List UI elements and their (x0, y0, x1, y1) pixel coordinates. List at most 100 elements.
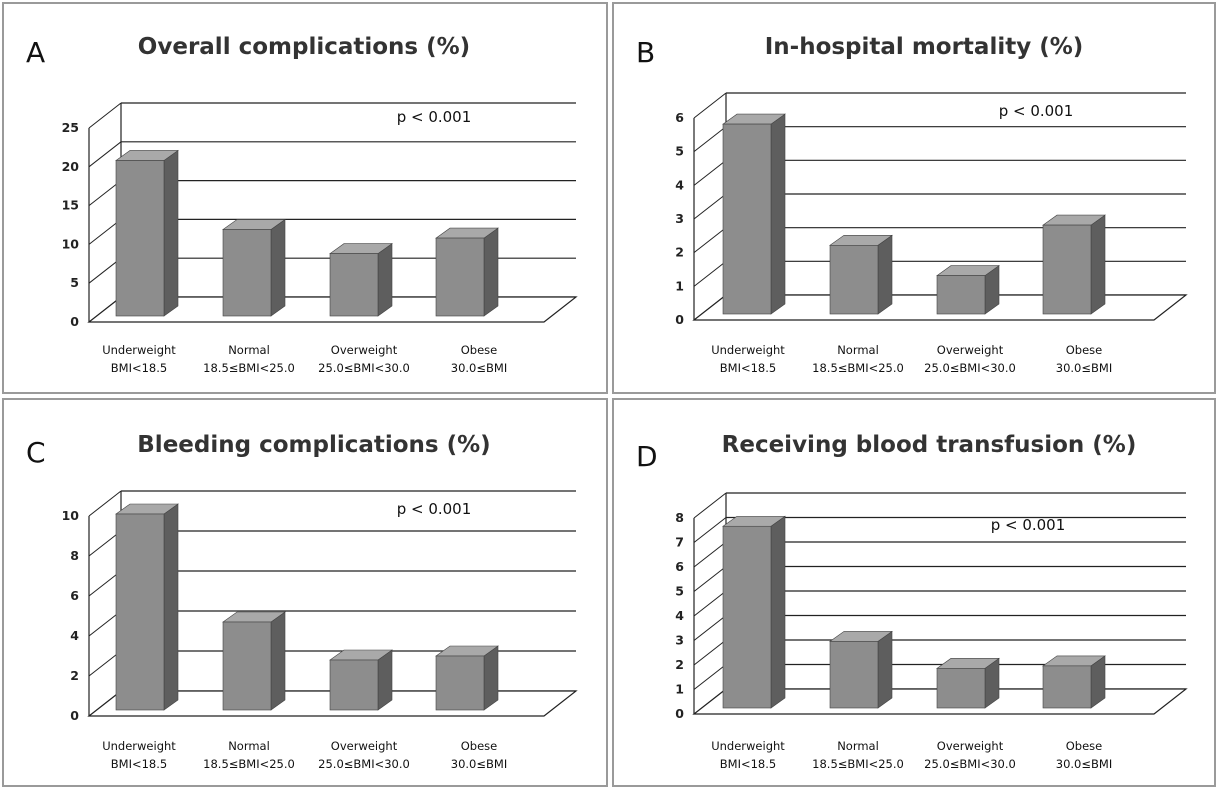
bar-side (377, 649, 393, 711)
gridline-connector (693, 664, 727, 690)
chart-title: Bleeding complications (%) (137, 432, 490, 458)
y-tick-label: 15 (62, 198, 79, 213)
gridline-connector (693, 260, 727, 287)
panel-letter: D (636, 440, 658, 473)
bar (222, 611, 286, 711)
x-tick-sublabel: 30.0≤BMI (451, 757, 507, 771)
bar (222, 218, 286, 317)
y-tick-label: 6 (70, 588, 79, 603)
p-value-annotation: p < 0.001 (991, 516, 1066, 534)
bar (722, 113, 786, 315)
bar-front (329, 659, 379, 711)
y-tick-label: 8 (70, 548, 79, 563)
plot-area: 0 1 2 3 4 5 6 Underweight BMI<18.5 Normal 18.5≤BMI… (675, 92, 1188, 375)
bar-front (435, 237, 485, 317)
y-tick-label: 1 (675, 682, 684, 697)
bar-front (329, 253, 379, 317)
x-tick-sublabel: BMI<18.5 (720, 361, 776, 375)
y-tick-label: 0 (675, 706, 684, 721)
y-tick-label: 7 (675, 535, 684, 550)
bar-front (829, 641, 879, 709)
x-tick-sublabel: 30.0≤BMI (1056, 757, 1112, 771)
y-tick-label: 10 (62, 236, 80, 251)
bar-side (163, 149, 179, 317)
x-tick-sublabel: BMI<18.5 (720, 757, 776, 771)
gridline-connector (693, 193, 727, 220)
bar-front (222, 229, 272, 317)
gridline-connector (88, 141, 122, 168)
bar (115, 149, 179, 317)
gridline-connector (88, 650, 122, 677)
bar-side (483, 227, 499, 317)
y-tick-label: 6 (675, 110, 684, 125)
bar (936, 265, 1000, 315)
x-tick-sublabel: 25.0≤BMI<30.0 (318, 757, 410, 771)
gridline-connector (693, 517, 727, 543)
bar-side (770, 515, 786, 709)
gridline-connector (693, 92, 727, 119)
bar-side (770, 113, 786, 315)
x-tick-sublabel: 18.5≤BMI<25.0 (203, 361, 295, 375)
bar (329, 649, 393, 711)
x-tick-label: Overweight (331, 739, 398, 753)
y-tick-label: 25 (62, 120, 79, 135)
gridline-connector (693, 126, 727, 153)
gridline-connector (693, 227, 727, 254)
gridline-connector (88, 219, 122, 245)
bar-side (163, 503, 179, 711)
bar-front (722, 525, 772, 709)
panel-letter: B (636, 36, 655, 69)
y-tick-label: 0 (70, 314, 79, 329)
chart-b-svg: B In-hospital mortality (%) 0 1 2 3 4 5 6 Under… (636, 34, 1188, 375)
gridline-connector (88, 102, 122, 129)
bar (329, 243, 393, 317)
chart-a-svg: A Overall complications (%) 0 5 10 15 20 25 Un… (26, 34, 578, 375)
chart-panel-c: C Bleeding complications (%) 0 2 4 6 8 10 Unde… (2, 398, 608, 787)
bar-front (1042, 224, 1092, 315)
bar (829, 234, 893, 315)
chart-d-svg: D Receiving blood transfusion (%) 0 1 2 3 4 5… (636, 432, 1188, 771)
x-tick-label: Normal (837, 739, 879, 753)
plot-area: 0 2 4 6 8 10 Underweight BMI<18.5 Normal 18.5≤BMI… (62, 490, 578, 771)
y-tick-label: 1 (675, 278, 684, 293)
y-tick-label: 8 (675, 510, 684, 525)
y-tick-label: 5 (675, 584, 684, 599)
x-tick-sublabel: 18.5≤BMI<25.0 (203, 757, 295, 771)
chart-title: In-hospital mortality (%) (765, 34, 1084, 60)
x-tick-sublabel: BMI<18.5 (111, 361, 167, 375)
x-tick-sublabel: 25.0≤BMI<30.0 (924, 361, 1016, 375)
bar (829, 630, 893, 709)
gridline-connector (693, 639, 727, 666)
bar-side (270, 218, 286, 317)
bar-front (115, 513, 165, 711)
bar-front (222, 621, 272, 711)
y-tick-label: 10 (62, 508, 80, 523)
x-tick-label: Obese (1066, 343, 1103, 357)
p-value-annotation: p < 0.001 (397, 500, 472, 518)
gridline-connector (693, 566, 727, 592)
y-tick-label: 5 (675, 144, 684, 159)
x-tick-sublabel: 30.0≤BMI (1056, 361, 1112, 375)
x-tick-label: Underweight (102, 343, 176, 357)
chart-title: Overall complications (%) (138, 34, 470, 60)
y-tick-label: 3 (675, 211, 684, 226)
x-tick-label: Overweight (331, 343, 398, 357)
y-tick-label: 4 (675, 608, 684, 623)
x-tick-label: Underweight (711, 343, 785, 357)
x-tick-sublabel: 18.5≤BMI<25.0 (812, 757, 904, 771)
gridline-connector (693, 615, 727, 641)
y-tick-label: 2 (675, 245, 684, 260)
bar (936, 657, 1000, 709)
x-tick-label: Normal (228, 739, 270, 753)
x-tick-sublabel: BMI<18.5 (111, 757, 167, 771)
plot-area: 0 1 2 3 4 5 6 7 8 Underweight BMI<18.5 Normal 18.5≤B… (675, 492, 1188, 771)
chart-c-svg: C Bleeding complications (%) 0 2 4 6 8 10 Unde… (26, 432, 578, 771)
gridline-connector (88, 530, 122, 557)
panel-letter: C (26, 436, 46, 469)
bar (435, 227, 499, 317)
bar-front (936, 668, 986, 709)
bar (435, 645, 499, 711)
x-tick-label: Overweight (937, 739, 1004, 753)
x-tick-label: Underweight (711, 739, 785, 753)
y-tick-label: 3 (675, 633, 684, 648)
